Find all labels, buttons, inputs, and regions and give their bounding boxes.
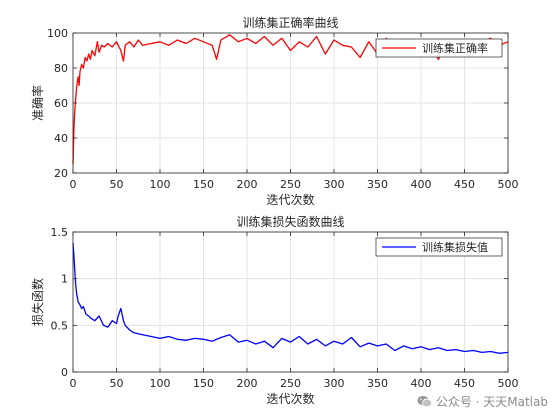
- series-line-0: [72, 243, 509, 354]
- x-tick-label: 50: [110, 377, 124, 390]
- y-tick-label: 60: [54, 97, 68, 110]
- x-tick-label: 450: [454, 178, 475, 191]
- x-tick-label: 0: [70, 377, 77, 390]
- legend-box: [375, 38, 503, 58]
- wechat-icon: [417, 395, 432, 408]
- x-axis-label: 迭代次数: [266, 391, 314, 406]
- legend: 训练集正确率: [375, 38, 503, 58]
- x-tick-label: 400: [411, 377, 432, 390]
- x-tick-label: 350: [367, 178, 388, 191]
- x-tick-label: 500: [498, 178, 519, 191]
- x-tick-label: 50: [110, 178, 124, 191]
- x-axis-label: 迭代次数: [266, 192, 314, 207]
- accuracy-chart: 0 50 100 150 200 250 300 350 400 450 500 20 40 60 80 10…: [30, 15, 519, 207]
- legend-label: 训练集损失值: [422, 240, 488, 254]
- x-tick-label: 100: [150, 178, 171, 191]
- x-tick-label: 300: [324, 377, 345, 390]
- y-tick-label: 0: [61, 366, 68, 379]
- y-tick-label: 40: [54, 132, 68, 145]
- y-tick-label: 1.5: [51, 226, 69, 239]
- x-tick-label: 450: [454, 377, 475, 390]
- chart-title: 训练集正确率曲线: [242, 15, 338, 30]
- chart-title: 训练集损失函数曲线: [236, 214, 344, 229]
- x-tick-label: 250: [280, 377, 301, 390]
- x-tick-label: 250: [280, 178, 301, 191]
- x-tick-label: 150: [193, 377, 214, 390]
- x-tick-label: 350: [367, 377, 388, 390]
- x-tick-label: 400: [411, 178, 432, 191]
- y-tick-label: 1: [61, 273, 68, 286]
- y-tick-label: 80: [54, 62, 68, 75]
- x-tick-label: 100: [150, 377, 171, 390]
- x-tick-label: 200: [237, 377, 258, 390]
- x-tick-label: 500: [498, 377, 519, 390]
- legend: 训练集损失值: [375, 237, 503, 257]
- y-axis-label: 损失函数: [30, 278, 45, 326]
- x-tick-label: 300: [324, 178, 345, 191]
- loss-chart: 0 50 100 150 200 250 300 350 400 450 500 0 0.5 1 1.5 训练…: [30, 214, 519, 406]
- legend-box: [375, 237, 503, 257]
- y-tick-label: 100: [47, 27, 68, 40]
- legend-label: 训练集正确率: [422, 41, 488, 55]
- x-tick-label: 200: [237, 178, 258, 191]
- x-tick-label: 0: [70, 178, 77, 191]
- watermark: 公众号 · 天天Matlab: [417, 393, 548, 410]
- y-axis-label: 准确率: [30, 85, 45, 121]
- watermark-text: 公众号 · 天天Matlab: [435, 395, 548, 409]
- y-tick-label: 20: [54, 167, 68, 180]
- y-tick-label: 0.5: [51, 319, 69, 332]
- x-tick-label: 150: [193, 178, 214, 191]
